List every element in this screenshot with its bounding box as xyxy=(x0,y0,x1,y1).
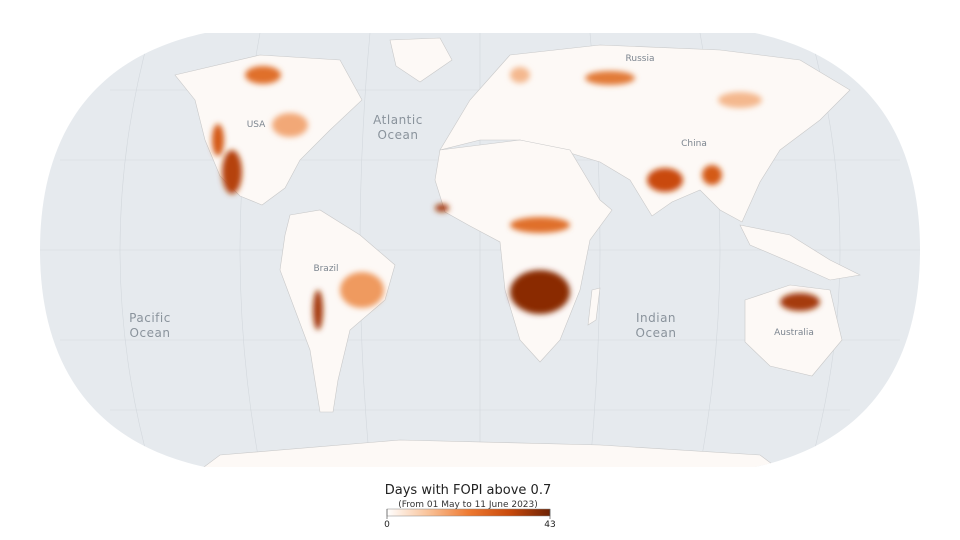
place-label: Brazil xyxy=(313,264,338,274)
hotspot xyxy=(222,150,242,194)
place-label: Indian xyxy=(636,311,676,325)
hotspot xyxy=(510,270,570,314)
hotspot xyxy=(718,92,762,108)
hotspot xyxy=(510,67,530,83)
legend: Days with FOPI above 0.7 (From 01 May to … xyxy=(384,483,556,530)
hotspot xyxy=(510,217,570,233)
hotspot xyxy=(272,113,308,137)
place-label: Ocean xyxy=(636,326,677,340)
place-label: Atlantic xyxy=(373,113,423,127)
land xyxy=(174,37,861,467)
hotspot xyxy=(212,124,224,156)
legend-tick-label: 0 xyxy=(384,520,390,530)
place-label: USA xyxy=(247,120,266,130)
place-label: China xyxy=(681,139,707,149)
hotspot xyxy=(340,272,384,308)
place-label: Australia xyxy=(774,328,814,338)
legend-tick-label: 43 xyxy=(544,520,555,530)
hotspot xyxy=(245,66,281,84)
place-labels: USARussiaChinaBrazilAustraliaAtlanticOce… xyxy=(129,54,814,340)
place-label: Pacific xyxy=(129,311,171,325)
legend-title: Days with FOPI above 0.7 xyxy=(385,483,551,498)
place-label: Russia xyxy=(626,54,655,64)
hotspot xyxy=(313,290,323,330)
hotspot xyxy=(585,71,635,85)
fire-danger-areas xyxy=(212,66,820,330)
hotspot xyxy=(647,168,683,192)
place-label: Ocean xyxy=(130,326,171,340)
hotspot xyxy=(780,293,820,311)
legend-subtitle: (From 01 May to 11 June 2023) xyxy=(398,500,538,510)
place-label: Ocean xyxy=(378,128,419,142)
hotspot xyxy=(435,204,449,212)
color-bar xyxy=(386,508,551,517)
hotspot xyxy=(702,165,722,185)
